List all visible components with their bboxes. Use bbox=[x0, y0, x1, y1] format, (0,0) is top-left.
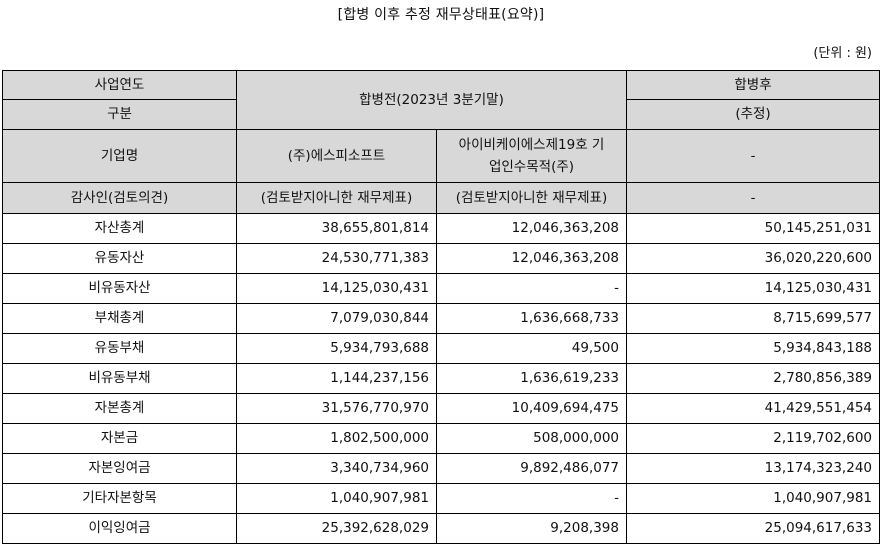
value-company-a: 25,392,628,029 bbox=[236, 513, 437, 544]
auditor-post: - bbox=[626, 182, 880, 214]
value-company-b: 508,000,000 bbox=[436, 423, 627, 454]
value-company-a: 31,576,770,970 bbox=[236, 393, 437, 424]
row-label: 비유동자산 bbox=[2, 273, 237, 304]
value-company-b: 9,208,398 bbox=[436, 513, 627, 544]
header-row-year: 사업연도 합병전(2023년 3분기말) 합병후 bbox=[2, 70, 880, 130]
post-merger-subheader: (추정) bbox=[626, 99, 880, 130]
table-row: 자산총계 38,655,801,814 12,046,363,208 50,14… bbox=[2, 213, 880, 244]
value-post-merger: 2,780,856,389 bbox=[626, 363, 880, 394]
company-b-name: 아이비케이에스제19호 기업인수목적(주) bbox=[458, 137, 605, 175]
table-row: 이익잉여금 25,392,628,029 9,208,398 25,094,61… bbox=[2, 513, 880, 544]
pre-merger-header: 합병전(2023년 3분기말) bbox=[236, 70, 627, 130]
value-company-b: 10,409,694,475 bbox=[436, 393, 627, 424]
table-row: 자본금 1,802,500,000 508,000,000 2,119,702,… bbox=[2, 423, 880, 454]
page-title: [합병 이후 추정 재무상태표(요약)] bbox=[337, 7, 545, 23]
row-label: 기타자본항목 bbox=[2, 483, 237, 514]
row-label: 비유동부채 bbox=[2, 363, 237, 394]
auditor-row: 감사인(검토의견) (검토받지아니한 재무제표) (검토받지아니한 재무제표) … bbox=[2, 182, 880, 214]
row-label: 자본잉여금 bbox=[2, 453, 237, 484]
value-company-a: 1,144,237,156 bbox=[236, 363, 437, 394]
value-company-a: 14,125,030,431 bbox=[236, 273, 437, 304]
company-row: 기업명 (주)에스피소프트 아이비케이에스제19호 기업인수목적(주) - bbox=[2, 129, 880, 183]
value-company-b: - bbox=[436, 273, 627, 304]
financial-statement-table: 사업연도 합병전(2023년 3분기말) 합병후 구분 (추정) 기업명 (주)… bbox=[2, 70, 880, 544]
value-company-a: 38,655,801,814 bbox=[236, 213, 437, 244]
category-label: 구분 bbox=[2, 99, 237, 130]
company-label: 기업명 bbox=[2, 129, 237, 183]
table-row: 자본잉여금 3,340,734,960 9,892,486,077 13,174… bbox=[2, 453, 880, 484]
value-company-b: 9,892,486,077 bbox=[436, 453, 627, 484]
row-label: 자산총계 bbox=[2, 213, 237, 244]
post-merger-header: 합병후 bbox=[626, 70, 880, 100]
value-post-merger: 2,119,702,600 bbox=[626, 423, 880, 454]
value-company-a: 1,802,500,000 bbox=[236, 423, 437, 454]
row-label: 부채총계 bbox=[2, 303, 237, 334]
table-row: 기타자본항목 1,040,907,981 - 1,040,907,981 bbox=[2, 483, 880, 514]
table-row: 비유동부채 1,144,237,156 1,636,619,233 2,780,… bbox=[2, 363, 880, 394]
value-post-merger: 41,429,551,454 bbox=[626, 393, 880, 424]
unit-label: (단위 : 원) bbox=[813, 46, 872, 61]
value-company-a: 1,040,907,981 bbox=[236, 483, 437, 514]
value-post-merger: 8,715,699,577 bbox=[626, 303, 880, 334]
row-label: 자본총계 bbox=[2, 393, 237, 424]
auditor-a: (검토받지아니한 재무제표) bbox=[236, 182, 437, 214]
value-company-a: 24,530,771,383 bbox=[236, 243, 437, 274]
table-row: 부채총계 7,079,030,844 1,636,668,733 8,715,6… bbox=[2, 303, 880, 334]
table-row: 자본총계 31,576,770,970 10,409,694,475 41,42… bbox=[2, 393, 880, 424]
company-a: (주)에스피소프트 bbox=[236, 129, 437, 183]
value-company-b: - bbox=[436, 483, 627, 514]
value-company-b: 12,046,363,208 bbox=[436, 213, 627, 244]
company-post: - bbox=[626, 129, 880, 183]
value-post-merger: 13,174,323,240 bbox=[626, 453, 880, 484]
value-company-b: 1,636,668,733 bbox=[436, 303, 627, 334]
value-company-b: 12,046,363,208 bbox=[436, 243, 627, 274]
value-post-merger: 25,094,617,633 bbox=[626, 513, 880, 544]
value-company-a: 5,934,793,688 bbox=[236, 333, 437, 364]
value-post-merger: 1,040,907,981 bbox=[626, 483, 880, 514]
table-row: 비유동자산 14,125,030,431 - 14,125,030,431 bbox=[2, 273, 880, 304]
table-row: 유동부채 5,934,793,688 49,500 5,934,843,188 bbox=[2, 333, 880, 364]
company-b: 아이비케이에스제19호 기업인수목적(주) bbox=[436, 129, 627, 183]
auditor-label: 감사인(검토의견) bbox=[2, 182, 237, 214]
row-label: 자본금 bbox=[2, 423, 237, 454]
value-post-merger: 36,020,220,600 bbox=[626, 243, 880, 274]
row-label: 이익잉여금 bbox=[2, 513, 237, 544]
row-label: 유동부채 bbox=[2, 333, 237, 364]
table-row: 유동자산 24,530,771,383 12,046,363,208 36,02… bbox=[2, 243, 880, 274]
value-company-a: 3,340,734,960 bbox=[236, 453, 437, 484]
value-company-b: 1,636,619,233 bbox=[436, 363, 627, 394]
value-post-merger: 50,145,251,031 bbox=[626, 213, 880, 244]
header-row-category: 구분 (추정) bbox=[2, 99, 880, 130]
auditor-b: (검토받지아니한 재무제표) bbox=[436, 182, 627, 214]
value-company-b: 49,500 bbox=[436, 333, 627, 364]
value-company-a: 7,079,030,844 bbox=[236, 303, 437, 334]
year-label: 사업연도 bbox=[2, 70, 237, 100]
row-label: 유동자산 bbox=[2, 243, 237, 274]
value-post-merger: 14,125,030,431 bbox=[626, 273, 880, 304]
value-post-merger: 5,934,843,188 bbox=[626, 333, 880, 364]
